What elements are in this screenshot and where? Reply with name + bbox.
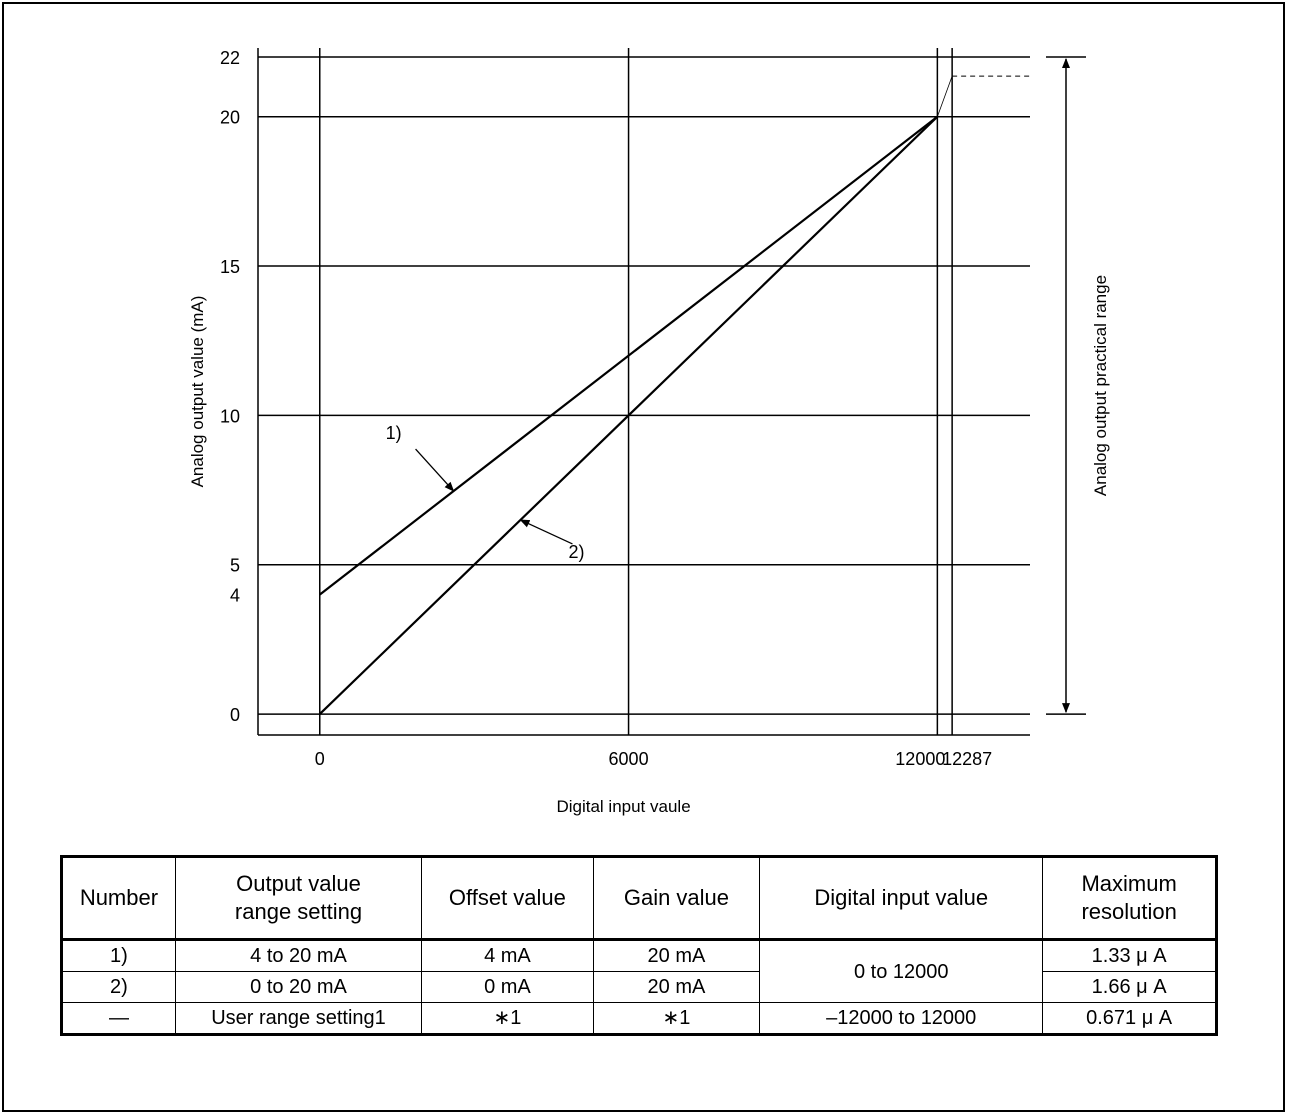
- cell-gain: ∗1: [592, 1002, 761, 1035]
- y-axis-label: Analog output value (mA): [188, 296, 207, 488]
- header-digital: Digital input value: [759, 856, 1044, 940]
- y-tick-label: 4: [230, 586, 240, 606]
- cell-gain: 20 mA: [592, 971, 761, 1003]
- cell-offset: 0 mA: [421, 971, 594, 1003]
- cell-number: —: [61, 1002, 176, 1035]
- x-tick-label: 12000: [895, 749, 945, 769]
- range-label: Analog output practical range: [1091, 275, 1110, 496]
- saturation-line: [936, 75, 953, 117]
- cell-offset: 4 mA: [421, 939, 594, 972]
- x-tick-label: 0: [315, 749, 325, 769]
- y-tick-label: 20: [220, 108, 240, 128]
- x-tick-label: 12287: [942, 749, 992, 769]
- y-tick-label: 15: [220, 257, 240, 277]
- series-line-2: [318, 115, 939, 715]
- y-tick-label: 22: [220, 48, 240, 68]
- annotation-label: 1): [386, 423, 402, 443]
- x-axis-label: Digital input vaule: [556, 797, 690, 816]
- header-offset: Offset value: [421, 856, 594, 940]
- cell-gain: 20 mA: [592, 939, 761, 972]
- table-header-row: Number Output value range setting Offset …: [61, 856, 1217, 940]
- cell-resolution: 1.66 μ A: [1042, 971, 1217, 1003]
- header-resolution: Maximum resolution: [1042, 856, 1217, 940]
- annotation-label: 2): [568, 542, 584, 562]
- cell-resolution: 0.671 μ A: [1042, 1002, 1217, 1035]
- cell-resolution: 1.33 μ A: [1042, 939, 1217, 972]
- cell-digital: 0 to 12000: [759, 939, 1044, 1003]
- header-number: Number: [61, 856, 176, 940]
- header-gain: Gain value: [592, 856, 761, 940]
- table-row: 2) 0 to 20 mA 0 mA 20 mA 1.66 μ A: [61, 971, 1217, 1003]
- y-tick-label: 5: [230, 556, 240, 576]
- output-range-table: Number Output value range setting Offset …: [60, 855, 1218, 1036]
- cell-range: 0 to 20 mA: [174, 971, 423, 1003]
- cell-digital: –12000 to 12000: [759, 1002, 1044, 1035]
- annotation-arrow: [415, 448, 455, 492]
- header-range: Output value range setting: [174, 856, 423, 940]
- cell-number: 2): [61, 971, 176, 1003]
- cell-range: 4 to 20 mA: [174, 939, 423, 972]
- y-tick-label: 0: [230, 705, 240, 725]
- y-tick-label: 10: [220, 406, 240, 426]
- annotation-arrow: [519, 519, 573, 545]
- table-row: — User range setting1 ∗1 ∗1 –12000 to 12…: [61, 1002, 1217, 1035]
- x-tick-label: 6000: [609, 749, 649, 769]
- cell-offset: ∗1: [421, 1002, 594, 1035]
- series-line-1: [319, 115, 939, 596]
- cell-number: 1): [61, 939, 176, 972]
- cell-range: User range setting1: [174, 1002, 423, 1035]
- table-row: 1) 4 to 20 mA 4 mA 20 mA 0 to 12000 1.33…: [61, 939, 1217, 1003]
